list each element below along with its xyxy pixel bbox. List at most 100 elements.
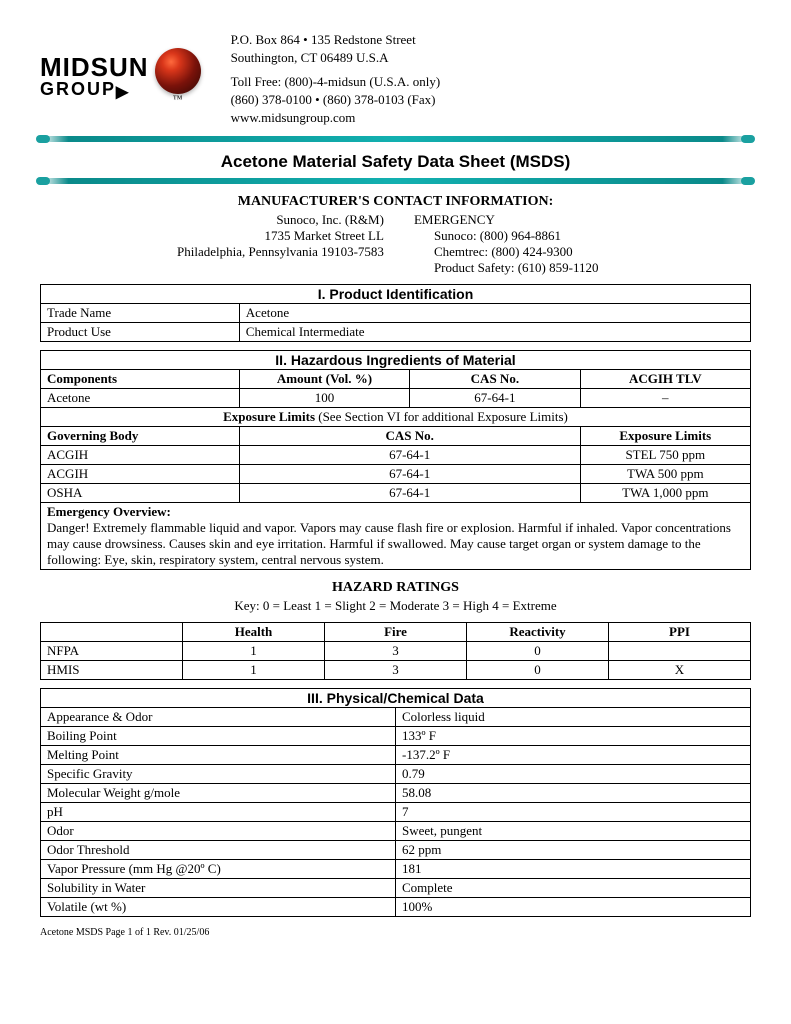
sec1-title: I. Product Identification xyxy=(41,285,751,304)
table-row: Acetone 100 67-64-1 – xyxy=(41,389,751,408)
label-product-use: Product Use xyxy=(41,323,240,342)
property-label: Molecular Weight g/mole xyxy=(41,784,396,803)
col-tlv: ACGIH TLV xyxy=(580,370,750,389)
cell: 100 xyxy=(239,389,409,408)
property-value: Colorless liquid xyxy=(396,708,751,727)
logo-text: MIDSUN GROUP▸ xyxy=(40,54,149,104)
col-explimits: Exposure Limits xyxy=(580,427,750,446)
exposure-limits-heading: Exposure Limits (See Section VI for addi… xyxy=(41,408,751,427)
divider-bar xyxy=(40,178,751,184)
emergency-prodsafety: Product Safety: (610) 859-1120 xyxy=(434,260,614,276)
property-label: Solubility in Water xyxy=(41,879,396,898)
col-ppi: PPI xyxy=(609,623,751,642)
logo: MIDSUN GROUP▸ ™ xyxy=(40,30,201,128)
mfr-heading: MANUFACTURER'S CONTACT INFORMATION: xyxy=(40,194,751,210)
table-row: OSHA67-64-1TWA 1,000 ppm xyxy=(41,484,751,503)
emergency-sunoco: Sunoco: (800) 964-8861 xyxy=(434,228,614,244)
table-row: Appearance & OdorColorless liquid xyxy=(41,708,751,727)
table-row: Trade Name Acetone xyxy=(41,304,751,323)
mfr-street: 1735 Market Street LL xyxy=(177,228,384,244)
property-label: Specific Gravity xyxy=(41,765,396,784)
phones: (860) 378-0100 • (860) 378-0103 (Fax) xyxy=(231,92,441,108)
section-1-table: I. Product Identification Trade Name Ace… xyxy=(40,284,751,342)
property-label: pH xyxy=(41,803,396,822)
col-govbody: Governing Body xyxy=(41,427,240,446)
property-label: Volatile (wt %) xyxy=(41,898,396,917)
table-row: OdorSweet, pungent xyxy=(41,822,751,841)
col-fire: Fire xyxy=(325,623,467,642)
property-label: Odor Threshold xyxy=(41,841,396,860)
value-product-use: Chemical Intermediate xyxy=(239,323,750,342)
emergency-chemtrec: Chemtrec: (800) 424-9300 xyxy=(434,244,614,260)
table-row: Specific Gravity0.79 xyxy=(41,765,751,784)
property-value: -137.2º F xyxy=(396,746,751,765)
property-value: Sweet, pungent xyxy=(396,822,751,841)
property-value: 58.08 xyxy=(396,784,751,803)
mfr-contact: Sunoco, Inc. (R&M) 1735 Market Street LL… xyxy=(40,212,751,276)
table-row: Vapor Pressure (mm Hg @20º C)181 xyxy=(41,860,751,879)
property-value: Complete xyxy=(396,879,751,898)
property-value: 0.79 xyxy=(396,765,751,784)
property-label: Appearance & Odor xyxy=(41,708,396,727)
sec2-title: II. Hazardous Ingredients of Material xyxy=(41,351,751,370)
property-label: Vapor Pressure (mm Hg @20º C) xyxy=(41,860,396,879)
page-footer: Acetone MSDS Page 1 of 1 Rev. 01/25/06 xyxy=(40,927,751,938)
document-title: Acetone Material Safety Data Sheet (MSDS… xyxy=(40,152,751,172)
address-line-2: Southington, CT 06489 U.S.A xyxy=(231,50,441,66)
table-row: Odor Threshold62 ppm xyxy=(41,841,751,860)
contact-info: P.O. Box 864 • 135 Redstone Street South… xyxy=(231,30,441,128)
website: www.midsungroup.com xyxy=(231,110,441,126)
table-row: NFPA130 xyxy=(41,642,751,661)
value-trade-name: Acetone xyxy=(239,304,750,323)
col-cas2: CAS No. xyxy=(239,427,580,446)
property-label: Boiling Point xyxy=(41,727,396,746)
emergency-overview: Emergency Overview: Danger! Extremely fl… xyxy=(41,503,751,570)
table-row: ACGIH67-64-1TWA 500 ppm xyxy=(41,465,751,484)
hazard-key: Key: 0 = Least 1 = Slight 2 = Moderate 3… xyxy=(40,598,751,614)
table-row: Boiling Point133º F xyxy=(41,727,751,746)
property-label: Odor xyxy=(41,822,396,841)
property-value: 133º F xyxy=(396,727,751,746)
table-row: Melting Point-137.2º F xyxy=(41,746,751,765)
property-value: 62 ppm xyxy=(396,841,751,860)
cell: – xyxy=(580,389,750,408)
property-label: Melting Point xyxy=(41,746,396,765)
table-row: pH7 xyxy=(41,803,751,822)
table-row: ACGIH67-64-1STEL 750 ppm xyxy=(41,446,751,465)
table-header-row: Health Fire Reactivity PPI xyxy=(41,623,751,642)
table-row: HMIS130X xyxy=(41,661,751,680)
mfr-right: EMERGENCY Sunoco: (800) 964-8861 Chemtre… xyxy=(414,212,614,276)
trademark: ™ xyxy=(173,94,183,105)
cell: Acetone xyxy=(41,389,240,408)
table-row: Molecular Weight g/mole58.08 xyxy=(41,784,751,803)
page-header: MIDSUN GROUP▸ ™ P.O. Box 864 • 135 Redst… xyxy=(40,30,751,128)
mfr-city: Philadelphia, Pennsylvania 19103-7583 xyxy=(177,244,384,260)
property-value: 7 xyxy=(396,803,751,822)
table-row: Volatile (wt %)100% xyxy=(41,898,751,917)
mfr-name: Sunoco, Inc. (R&M) xyxy=(177,212,384,228)
emergency-overview-heading: Emergency Overview: xyxy=(47,504,171,519)
emergency-overview-text: Danger! Extremely flammable liquid and v… xyxy=(47,520,731,567)
cell: 67-64-1 xyxy=(410,389,580,408)
col-cas: CAS No. xyxy=(410,370,580,389)
table-row: Solubility in WaterComplete xyxy=(41,879,751,898)
sec3-title: III. Physical/Chemical Data xyxy=(41,689,751,708)
emergency-heading: EMERGENCY xyxy=(414,212,614,228)
tollfree: Toll Free: (800)-4-midsun (U.S.A. only) xyxy=(231,74,441,90)
address-line-1: P.O. Box 864 • 135 Redstone Street xyxy=(231,32,441,48)
col-reactivity: Reactivity xyxy=(467,623,609,642)
divider-bar xyxy=(40,136,751,142)
section-2-table: II. Hazardous Ingredients of Material Co… xyxy=(40,350,751,570)
table-header-row: Components Amount (Vol. %) CAS No. ACGIH… xyxy=(41,370,751,389)
section-3-table: III. Physical/Chemical Data Appearance &… xyxy=(40,688,751,917)
logo-sphere-icon xyxy=(155,48,201,94)
col-amount: Amount (Vol. %) xyxy=(239,370,409,389)
hazard-title: HAZARD RATINGS xyxy=(40,580,751,596)
table-header-row: Governing Body CAS No. Exposure Limits xyxy=(41,427,751,446)
mfr-left: Sunoco, Inc. (R&M) 1735 Market Street LL… xyxy=(177,212,384,276)
label-trade-name: Trade Name xyxy=(41,304,240,323)
property-value: 100% xyxy=(396,898,751,917)
property-value: 181 xyxy=(396,860,751,879)
logo-mid: MID xyxy=(40,52,91,82)
col-health: Health xyxy=(183,623,325,642)
